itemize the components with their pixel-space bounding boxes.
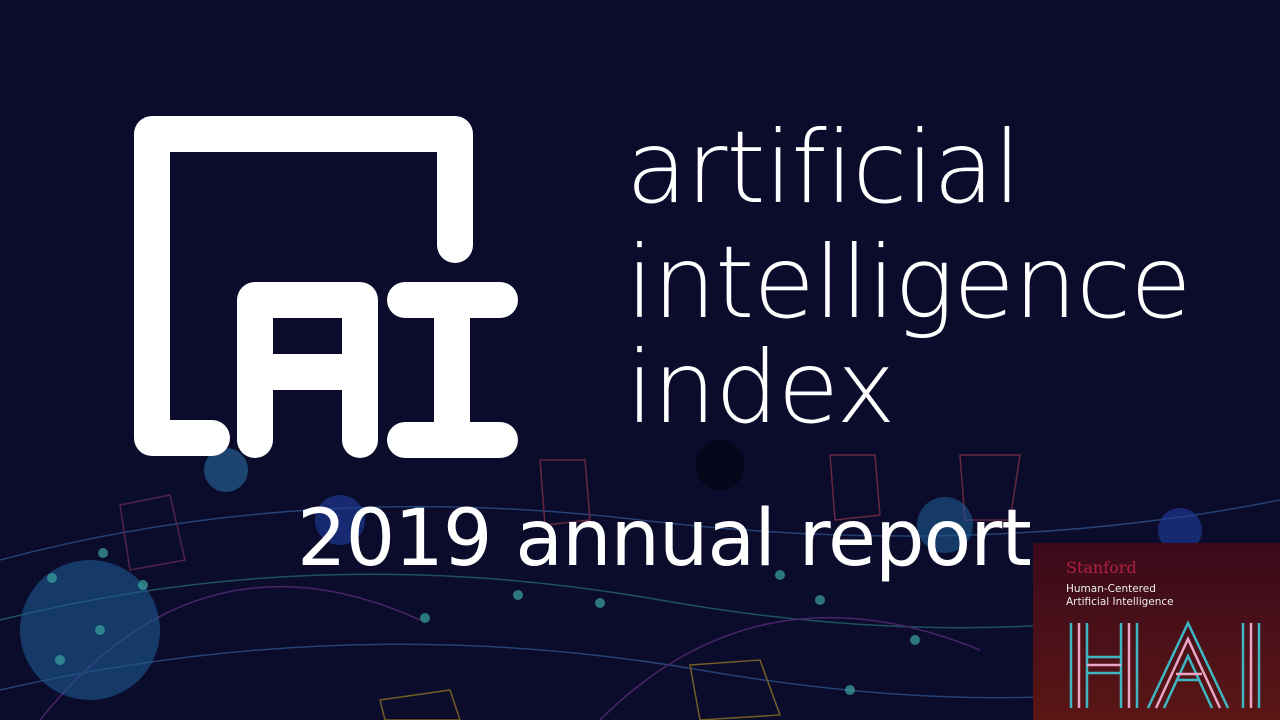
title-line-3: index [626, 329, 896, 446]
logo-letter-a [237, 282, 378, 458]
title-line-1: artificial [626, 109, 1021, 226]
hai-mark-icon [1069, 620, 1261, 709]
hai-line-1: Human-Centered [1066, 583, 1156, 595]
stanford-wordmark: Stanford [1066, 558, 1137, 577]
hai-line-2: Artificial Intelligence [1066, 596, 1174, 608]
subtitle: 2019 annual report [297, 494, 1032, 584]
logo-letter-i [387, 282, 518, 458]
logo-frame [134, 116, 473, 456]
title-line-2: intelligence [626, 224, 1192, 341]
stanford-hai-logo: Stanford Human-Centered Artificial Intel… [1033, 543, 1280, 720]
